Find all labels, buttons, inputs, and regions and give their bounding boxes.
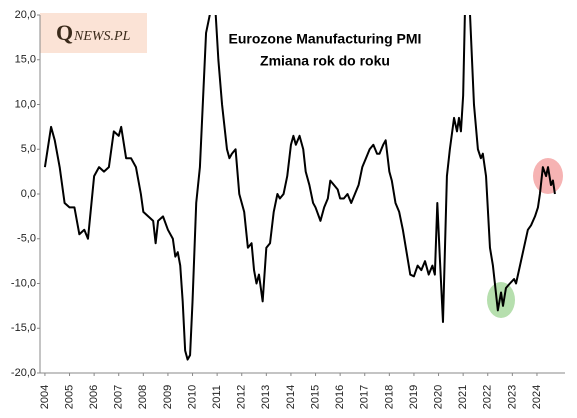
x-tick-label: 2009	[162, 385, 174, 409]
logo-text: NEWS.PL	[73, 29, 131, 44]
x-tick-label: 2019	[408, 385, 420, 409]
x-tick-label: 2008	[137, 385, 149, 409]
y-tick-label: -5,0	[17, 233, 36, 245]
x-tick-label: 2022	[482, 385, 494, 409]
x-tick-label: 2018	[383, 385, 395, 409]
x-tick-label: 2024	[531, 385, 543, 409]
y-tick-label: 5,0	[21, 143, 36, 155]
y-tick-label: -20,0	[11, 367, 36, 379]
x-tick-label: 2017	[359, 385, 371, 409]
y-tick-label: -10,0	[11, 277, 36, 289]
chart-subtitle: Zmiana rok do roku	[260, 53, 390, 69]
x-tick-label: 2023	[506, 385, 518, 409]
x-tick-label: 2016	[334, 385, 346, 409]
y-tick-label: 20,0	[15, 9, 36, 21]
x-tick-label: 2012	[236, 385, 248, 409]
highlight-green	[487, 282, 515, 318]
y-tick-label: 15,0	[15, 54, 36, 66]
x-tick-label: 2006	[88, 385, 100, 409]
x-tick-label: 2004	[39, 385, 51, 409]
logo-box	[40, 13, 147, 53]
y-tick-label: 0,0	[21, 188, 36, 200]
x-tick-label: 2010	[186, 385, 198, 409]
highlight-red	[533, 158, 563, 194]
chart-title: Eurozone Manufacturing PMI	[229, 31, 422, 47]
x-tick-label: 2005	[63, 385, 75, 409]
x-tick-label: 2013	[260, 385, 272, 409]
x-tick-label: 2021	[457, 385, 469, 409]
y-tick-label: 10,0	[15, 98, 36, 110]
x-tick-label: 2015	[309, 385, 321, 409]
x-tick-label: 2014	[285, 385, 297, 409]
logo-initial: Q	[56, 20, 73, 45]
x-tick-label: 2011	[211, 385, 223, 409]
y-tick-label: -15,0	[11, 322, 36, 334]
data-line	[43, 15, 556, 361]
x-tick-label: 2020	[432, 385, 444, 409]
x-tick-label: 2007	[113, 385, 125, 409]
